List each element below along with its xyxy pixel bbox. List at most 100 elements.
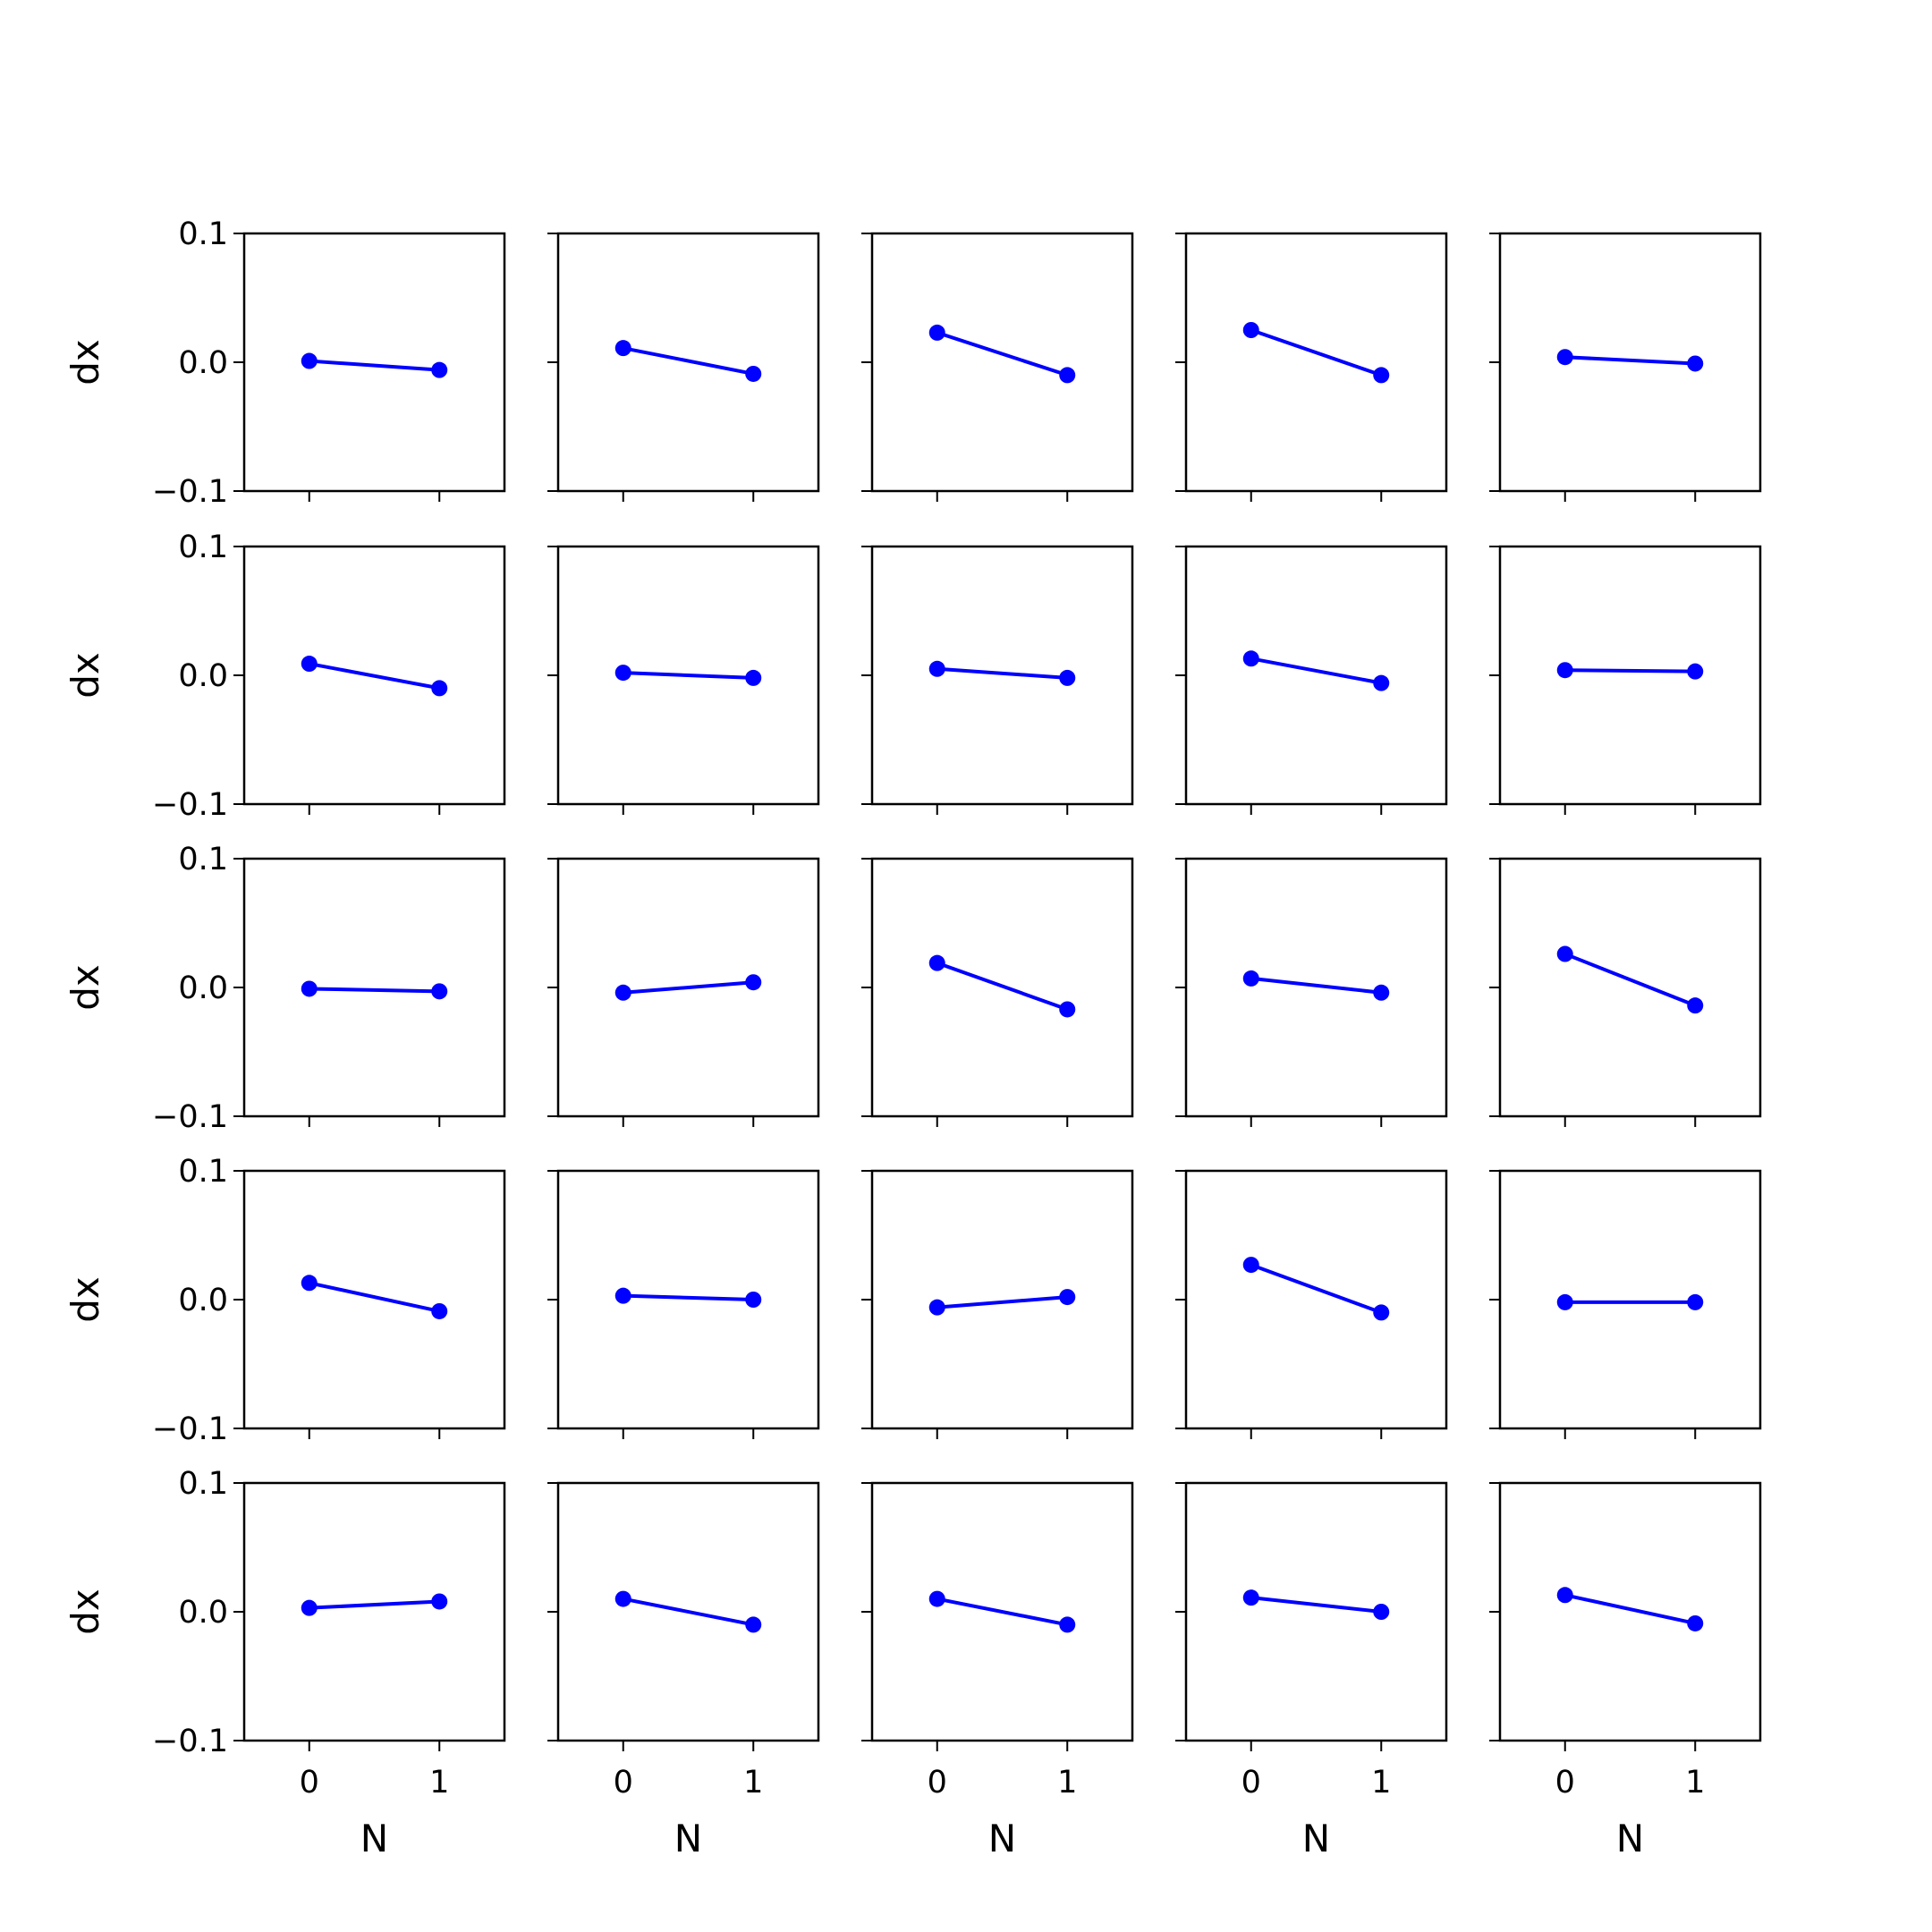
panel-frame xyxy=(1498,1169,1762,1430)
data-point xyxy=(431,680,448,697)
data-point xyxy=(431,1302,448,1319)
panel-r3-c4 xyxy=(1175,857,1448,1127)
data-point xyxy=(1556,1587,1573,1604)
data-point xyxy=(1687,355,1704,372)
panel-r3-c2 xyxy=(547,857,820,1127)
data-point xyxy=(614,1590,631,1607)
data-point xyxy=(1556,945,1573,962)
data-point xyxy=(1373,1304,1390,1321)
x-axis-title: N xyxy=(1616,1817,1644,1860)
data-point xyxy=(745,974,762,991)
x-axis-title: N xyxy=(674,1817,702,1860)
data-point xyxy=(928,1299,945,1316)
data-point xyxy=(301,352,318,369)
data-point xyxy=(431,1593,448,1610)
x-axis-title: N xyxy=(1302,1817,1330,1860)
panel-frame xyxy=(556,232,820,493)
data-point xyxy=(1687,997,1704,1014)
series-line xyxy=(623,1293,754,1301)
data-point xyxy=(1242,650,1259,667)
x-axis-title: N xyxy=(988,1817,1016,1860)
data-point xyxy=(431,361,448,378)
series-line xyxy=(623,980,754,995)
panel-frame xyxy=(1184,232,1448,493)
data-point xyxy=(301,1275,318,1292)
panel-frame xyxy=(870,1169,1134,1430)
panel-r5-c5: 0 1 N xyxy=(1489,1481,1762,1860)
y-tick-label: −0.1 xyxy=(152,787,228,823)
x-tick-label: 0 xyxy=(1241,1765,1261,1801)
x-tick-label: 1 xyxy=(743,1765,763,1801)
panel-r4-c3 xyxy=(861,1169,1134,1439)
data-point xyxy=(301,980,318,997)
panel-r1-c2 xyxy=(547,232,820,502)
data-point xyxy=(1687,663,1704,680)
data-point xyxy=(1373,367,1390,384)
panel-frame xyxy=(1184,1481,1448,1742)
data-point xyxy=(1059,1616,1076,1633)
y-tick-label: 0.1 xyxy=(178,1154,228,1190)
panel-frame xyxy=(1184,857,1448,1118)
panel-r4-c2 xyxy=(547,1169,820,1439)
panel-grid: −0.10.00.1dx−0.10.00.1dx−0.10.00.1dx−0.1… xyxy=(64,216,1762,1860)
series-line xyxy=(623,1597,754,1627)
x-axis-title: N xyxy=(360,1817,388,1860)
series-line xyxy=(309,1599,440,1610)
x-tick-label: 0 xyxy=(928,1765,947,1801)
y-tick-label: 0.1 xyxy=(178,530,228,565)
panel-r1-c5 xyxy=(1489,232,1762,502)
panel-frame xyxy=(1498,1481,1762,1742)
x-tick-label: 0 xyxy=(300,1765,319,1801)
series-line xyxy=(623,671,754,680)
series-line xyxy=(1250,1263,1382,1315)
y-axis-title: dx xyxy=(64,339,107,386)
data-point xyxy=(928,1590,945,1607)
series-line xyxy=(936,1597,1068,1627)
data-point xyxy=(1059,1001,1076,1018)
panel-r3-c1: −0.1 0.0 0.1 dx xyxy=(64,842,506,1135)
panel-frame xyxy=(870,232,1134,493)
panel-r1-c1: −0.1 0.0 0.1 dx xyxy=(64,216,506,510)
x-tick-label: 1 xyxy=(1057,1765,1077,1801)
panel-r3-c5 xyxy=(1489,857,1762,1127)
y-tick-label: 0.0 xyxy=(178,658,228,694)
data-point xyxy=(1242,322,1259,338)
series-line xyxy=(1564,1593,1696,1625)
y-tick-label: 0.0 xyxy=(178,970,228,1006)
panel-r2-c3 xyxy=(861,545,1134,815)
panel-r2-c5 xyxy=(1489,545,1762,815)
data-point xyxy=(1556,662,1573,679)
x-tick-label: 1 xyxy=(1685,1765,1705,1801)
data-point xyxy=(301,1599,318,1616)
data-point xyxy=(1556,1293,1573,1310)
data-point xyxy=(1373,1604,1390,1620)
x-tick-label: 1 xyxy=(1371,1765,1391,1801)
x-tick-label: 0 xyxy=(614,1765,633,1801)
panel-r4-c4 xyxy=(1175,1169,1448,1439)
panel-r4-c1: −0.1 0.0 0.1 dx xyxy=(64,1154,506,1447)
y-tick-label: −0.1 xyxy=(152,474,228,510)
y-tick-label: 0.1 xyxy=(178,1466,228,1502)
data-point xyxy=(614,665,631,682)
panel-frame xyxy=(1184,1169,1448,1430)
y-tick-label: 0.1 xyxy=(178,216,228,252)
series-line xyxy=(1250,1596,1382,1614)
panel-frame xyxy=(556,1481,820,1742)
panel-r5-c3: 0 1 N xyxy=(861,1481,1134,1860)
panel-frame xyxy=(870,545,1134,806)
x-tick-label: 1 xyxy=(429,1765,449,1801)
y-tick-label: 0.0 xyxy=(178,345,228,381)
data-point xyxy=(1242,970,1259,987)
panel-r3-c3 xyxy=(861,857,1134,1127)
panel-frame xyxy=(556,857,820,1118)
panel-frame xyxy=(1498,545,1762,806)
data-point xyxy=(1242,1589,1259,1606)
data-point xyxy=(1059,669,1076,686)
panel-frame xyxy=(870,1481,1134,1742)
series-line xyxy=(309,359,440,372)
y-tick-label: 0.0 xyxy=(178,1595,228,1631)
panel-frame xyxy=(242,857,506,1118)
panel-frame xyxy=(1498,857,1762,1118)
